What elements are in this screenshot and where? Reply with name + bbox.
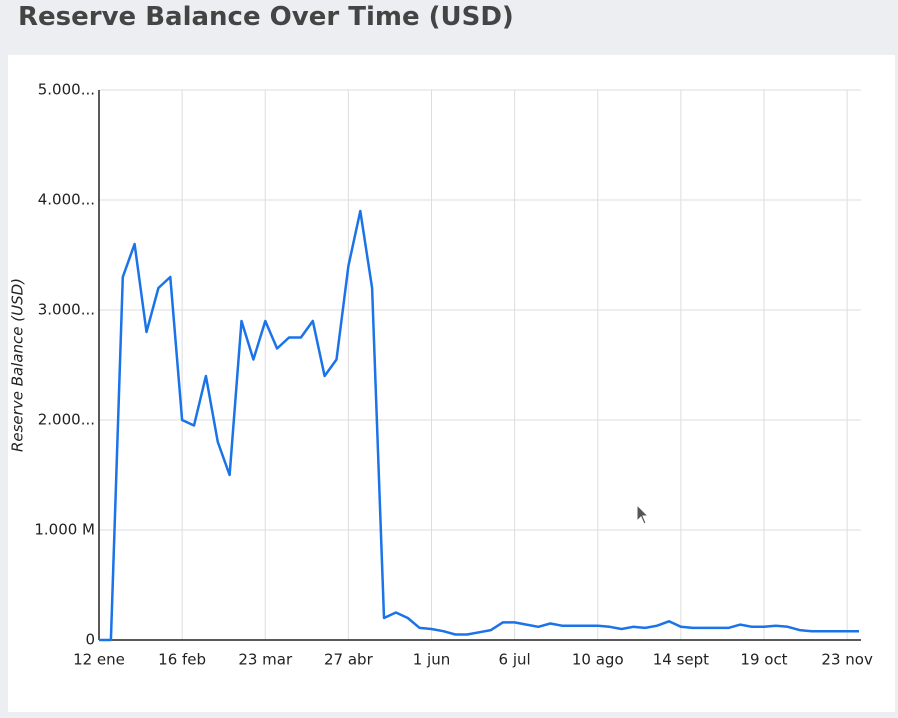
y-tick-label: 0 bbox=[85, 631, 95, 649]
x-tick-label: 19 oct bbox=[740, 651, 787, 669]
x-tick-label: 1 jun bbox=[413, 651, 451, 669]
y-axis-label: Reserve Balance (USD) bbox=[9, 278, 27, 452]
y-tick-label: 4.000... bbox=[38, 191, 95, 209]
data-line bbox=[99, 209, 859, 642]
x-tick-label: 10 ago bbox=[572, 651, 624, 669]
chart-panel bbox=[8, 55, 895, 712]
x-tick-label: 23 nov bbox=[821, 651, 873, 669]
cursor bbox=[636, 503, 650, 525]
x-tick-label: 14 sept bbox=[653, 651, 709, 669]
y-tick-label: 1.000 M bbox=[34, 521, 95, 539]
x-tick-label: 23 mar bbox=[238, 651, 293, 669]
y-tick-label: 5.000... bbox=[38, 81, 95, 99]
x-tick-label: 12 ene bbox=[73, 651, 125, 669]
y-tick-label: 3.000... bbox=[38, 301, 95, 319]
x-tick-label: 6 jul bbox=[499, 651, 531, 669]
y-tick-label: 2.000... bbox=[38, 411, 95, 429]
x-tick-label: 27 abr bbox=[324, 651, 374, 669]
chart-title: Reserve Balance Over Time (USD) bbox=[18, 2, 514, 32]
x-tick-label: 16 feb bbox=[158, 651, 206, 669]
